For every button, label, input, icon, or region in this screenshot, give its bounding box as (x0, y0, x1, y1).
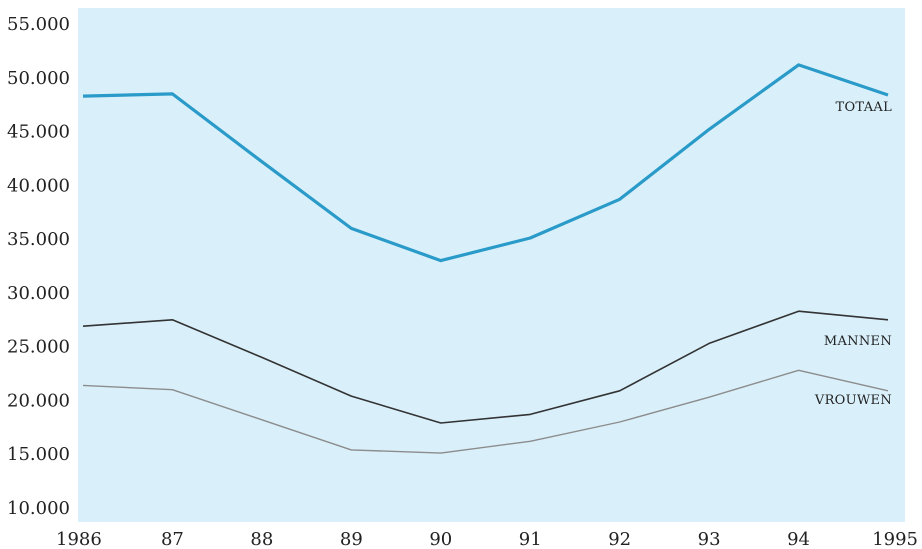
series-label-vrouwen: VROUWEN (814, 393, 892, 408)
x-tick-label: 88 (250, 529, 273, 549)
series-labels: TOTAAL MANNEN VROUWEN (814, 100, 892, 408)
x-tick-label: 87 (161, 529, 184, 549)
x-tick-label: 94 (787, 529, 810, 549)
x-tick-label: 90 (429, 529, 452, 549)
x-tick-label: 92 (608, 529, 631, 549)
y-axis-ticks: 10.000 15.000 20.000 25.000 30.000 35.000 40.0… (7, 14, 70, 519)
y-tick-label: 30.000 (7, 283, 70, 304)
x-tick-label: 1995 (872, 529, 918, 549)
y-tick-label: 55.000 (7, 14, 70, 35)
series-line-totaal (82, 63, 889, 263)
x-tick-label: 89 (340, 529, 363, 549)
series-label-totaal: TOTAAL (836, 100, 893, 115)
series-line-vrouwen (82, 369, 889, 454)
x-axis-ticks: 1986 87 88 89 90 91 92 93 94 1995 (56, 529, 918, 549)
y-tick-label: 45.000 (7, 122, 70, 143)
y-tick-label: 20.000 (7, 390, 70, 411)
x-tick-label: 91 (519, 529, 542, 549)
y-tick-label: 40.000 (7, 175, 70, 196)
x-tick-label: 93 (698, 529, 721, 549)
y-tick-label: 25.000 (7, 337, 70, 358)
plot-background (78, 8, 905, 522)
y-tick-label: 10.000 (7, 498, 70, 519)
series-label-mannen: MANNEN (824, 334, 892, 349)
series-lines (82, 63, 889, 454)
y-tick-label: 35.000 (7, 229, 70, 250)
y-tick-label: 15.000 (7, 444, 70, 465)
series-line-mannen (82, 310, 889, 424)
y-tick-label: 50.000 (7, 68, 70, 89)
x-tick-label: 1986 (56, 529, 102, 549)
